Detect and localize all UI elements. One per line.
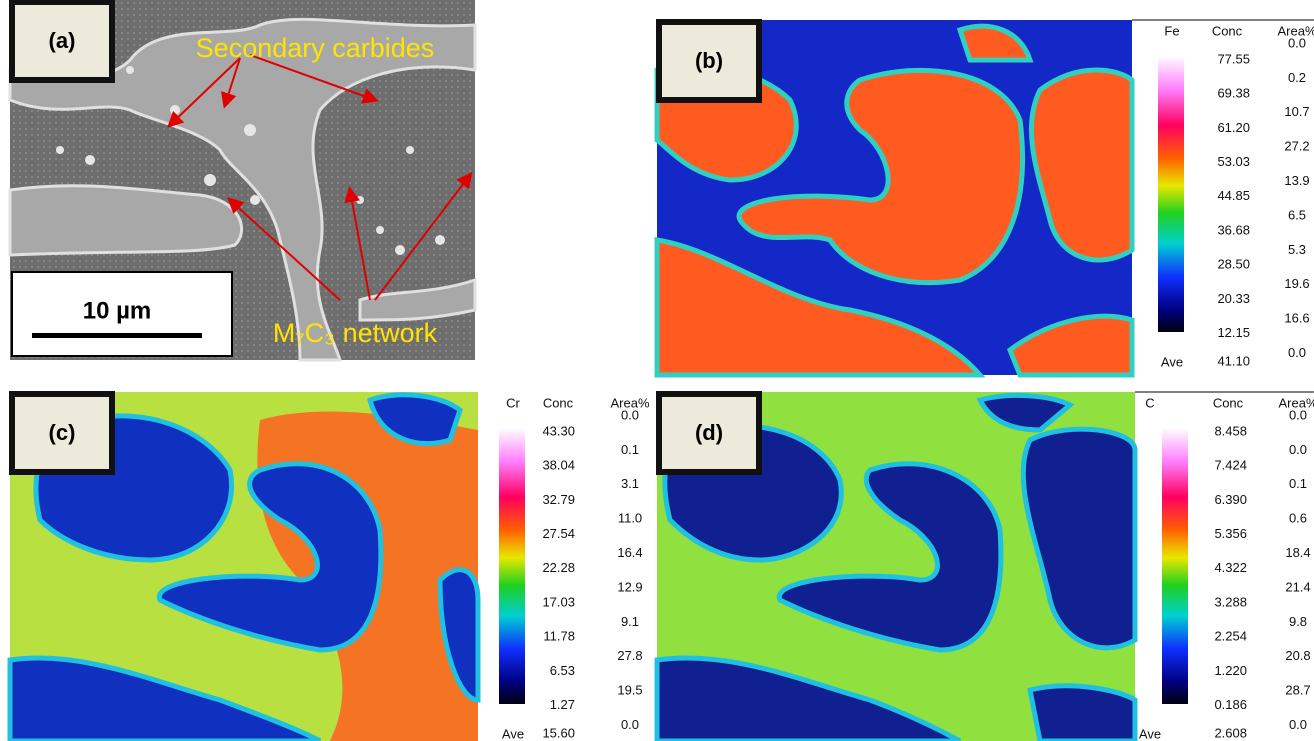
conc-value: 1.220 bbox=[1214, 663, 1247, 678]
panel-label: (b) bbox=[695, 48, 723, 73]
panel-label: (d) bbox=[695, 420, 723, 445]
area-value: 19.5 bbox=[617, 683, 642, 698]
area-value: 21.4 bbox=[1285, 579, 1310, 594]
conc-value: 11.78 bbox=[543, 629, 575, 644]
legend-header: Conc bbox=[1212, 23, 1243, 38]
area-value: 0.0 bbox=[1289, 717, 1307, 732]
conc-value: 53.03 bbox=[1217, 154, 1250, 169]
area-value: 12.9 bbox=[617, 579, 642, 594]
annotation: Secondary carbides bbox=[196, 33, 435, 63]
area-value: 28.7 bbox=[1285, 683, 1310, 698]
area-value: 3.1 bbox=[621, 476, 639, 491]
area-value: 18.4 bbox=[1285, 545, 1310, 560]
ave-value: 41.10 bbox=[1217, 353, 1250, 368]
area-value: 27.2 bbox=[1284, 139, 1309, 154]
area-value: 0.0 bbox=[1288, 345, 1306, 360]
conc-value: 6.390 bbox=[1214, 492, 1247, 507]
conc-value: 69.38 bbox=[1217, 86, 1250, 101]
conc-value: 44.85 bbox=[1217, 188, 1250, 203]
conc-value: 27.54 bbox=[542, 526, 575, 541]
legend-element: C bbox=[1145, 395, 1154, 410]
conc-value: 28.50 bbox=[1217, 257, 1250, 272]
annotation: M₇C₃ network bbox=[273, 318, 438, 348]
area-value: 0.1 bbox=[1289, 476, 1307, 491]
conc-value: 38.04 bbox=[542, 458, 575, 473]
conc-value: 5.356 bbox=[1214, 526, 1247, 541]
scale-bar-label: 10 µm bbox=[83, 297, 152, 324]
area-value: 0.0 bbox=[1288, 35, 1306, 50]
area-value: 13.9 bbox=[1284, 173, 1309, 188]
conc-value: 3.288 bbox=[1214, 594, 1247, 609]
area-value: 0.6 bbox=[1289, 511, 1307, 526]
conc-value: 0.186 bbox=[1214, 697, 1247, 712]
conc-value: 1.27 bbox=[550, 697, 575, 712]
conc-value: 36.68 bbox=[1217, 222, 1250, 237]
color-bar bbox=[1158, 56, 1184, 332]
color-bar bbox=[1162, 428, 1188, 704]
panel-label: (c) bbox=[49, 420, 76, 445]
conc-value: 12.15 bbox=[1217, 325, 1250, 340]
area-value: 20.8 bbox=[1285, 648, 1310, 663]
legend-header: Conc bbox=[543, 395, 574, 410]
ave-label: Ave bbox=[1139, 726, 1161, 741]
area-value: 0.1 bbox=[621, 442, 639, 457]
area-value: 5.3 bbox=[1288, 242, 1306, 257]
conc-value: 17.03 bbox=[542, 594, 575, 609]
conc-value: 22.28 bbox=[542, 560, 575, 575]
ave-value: 2.608 bbox=[1214, 725, 1247, 740]
area-value: 19.6 bbox=[1284, 276, 1309, 291]
conc-value: 43.30 bbox=[542, 423, 575, 438]
conc-value: 61.20 bbox=[1217, 120, 1250, 135]
area-value: 0.0 bbox=[1289, 442, 1307, 457]
conc-value: 8.458 bbox=[1214, 423, 1247, 438]
conc-value: 7.424 bbox=[1214, 458, 1247, 473]
area-value: 0.0 bbox=[621, 407, 639, 422]
area-value: 10.7 bbox=[1284, 104, 1309, 119]
conc-value: 2.254 bbox=[1214, 629, 1247, 644]
ave-label: Ave bbox=[1161, 354, 1183, 369]
ave-label: Ave bbox=[502, 726, 524, 741]
area-value: 0.2 bbox=[1288, 70, 1306, 85]
panel-label: (a) bbox=[49, 28, 76, 53]
area-value: 27.8 bbox=[617, 648, 642, 663]
area-value: 11.0 bbox=[618, 511, 642, 526]
area-value: 0.0 bbox=[1289, 407, 1307, 422]
area-value: 6.5 bbox=[1288, 207, 1306, 222]
conc-value: 6.53 bbox=[550, 663, 575, 678]
color-bar bbox=[499, 428, 525, 704]
legend-element: Cr bbox=[506, 395, 520, 410]
area-value: 16.4 bbox=[617, 545, 642, 560]
ave-value: 15.60 bbox=[542, 725, 575, 740]
area-value: 9.8 bbox=[1289, 614, 1307, 629]
figure: Secondary carbides M₇C₃ network 10 µm (a… bbox=[0, 0, 1314, 741]
conc-value: 4.322 bbox=[1214, 560, 1247, 575]
legend-element: Fe bbox=[1164, 23, 1179, 38]
area-value: 16.6 bbox=[1284, 311, 1309, 326]
conc-value: 77.55 bbox=[1217, 51, 1250, 66]
conc-value: 32.79 bbox=[542, 492, 575, 507]
area-value: 9.1 bbox=[621, 614, 639, 629]
area-value: 0.0 bbox=[621, 717, 639, 732]
conc-value: 20.33 bbox=[1217, 291, 1250, 306]
legend-header: Conc bbox=[1213, 395, 1244, 410]
